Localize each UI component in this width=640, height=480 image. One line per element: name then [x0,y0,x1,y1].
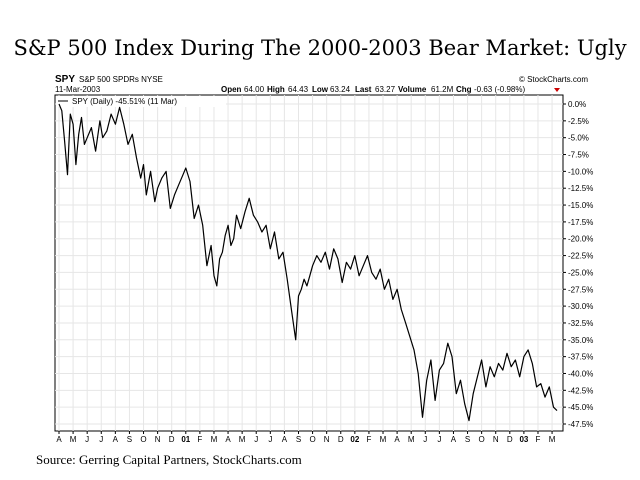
down-arrow-icon [554,88,560,92]
x-axis: A M J J A S O N D 01 F M A M J J A S O N D 02 F M A M J J A S O N D 03 F M [56,431,556,444]
y-tick-label: -2.5% [568,117,589,126]
x-tick-label: A [394,435,400,444]
x-tick-label: S [465,435,470,444]
x-tick-label: M [211,435,218,444]
page-title: S&P 500 Index During The 2000-2003 Bear … [13,36,627,60]
x-tick-label: A [225,435,231,444]
chart-date: 11-Mar-2003 [55,85,101,94]
y-tick-label: -45.0% [568,403,593,412]
y-tick-label: -7.5% [568,151,589,160]
x-tick-label: O [479,435,485,444]
high-label: High [267,85,285,94]
y-tick-label: -42.5% [568,386,593,395]
x-tick-label: J [423,435,427,444]
x-tick-label: 03 [519,435,528,444]
x-tick-label: J [85,435,89,444]
brand-label: © StockCharts.com [519,75,588,84]
y-tick-label: -35.0% [568,336,593,345]
x-tick-label: S [127,435,132,444]
series-line-spy [58,103,558,422]
legend-box [56,96,226,107]
x-tick-label: O [140,435,146,444]
y-tick-label: 0.0% [568,100,586,109]
y-tick-label: -20.0% [568,235,593,244]
x-tick-label: M [549,435,556,444]
y-tick-label: -37.5% [568,353,593,362]
x-tick-label: D [507,435,513,444]
x-tick-label: 01 [181,435,190,444]
chg-value: -0.63 (-0.98%) [474,85,525,94]
y-tick-label: -47.5% [568,420,593,429]
x-tick-label: J [99,435,103,444]
y-tick-label: -22.5% [568,252,593,261]
x-tick-label: D [338,435,344,444]
last-value: 63.27 [375,85,396,94]
x-tick-label: F [536,435,541,444]
y-tick-label: -32.5% [568,319,593,328]
y-tick-label: -25.0% [568,268,593,277]
source-note: Source: Gerring Capital Partners, StockC… [36,452,302,467]
x-tick-label: A [282,435,288,444]
x-tick-label: J [254,435,258,444]
x-tick-label: M [380,435,387,444]
y-tick-label: -12.5% [568,184,593,193]
x-tick-label: N [155,435,161,444]
y-tick-label: -17.5% [568,218,593,227]
y-tick-label: -10.0% [568,167,593,176]
open-label: Open [221,85,242,94]
legend: SPY (Daily) -45.51% (11 Mar) [56,96,226,107]
x-tick-label: O [309,435,315,444]
open-value: 64.00 [244,85,265,94]
last-label: Last [355,85,372,94]
y-tick-label: -27.5% [568,285,593,294]
symbol-name: S&P 500 SPDRs NYSE [79,75,163,84]
high-value: 64.43 [288,85,309,94]
low-label: Low [312,85,329,94]
symbol-label: SPY [55,74,75,85]
grid-lines [55,95,563,431]
x-tick-label: S [296,435,301,444]
x-tick-label: 02 [350,435,359,444]
y-tick-label: -40.0% [568,369,593,378]
x-tick-label: A [56,435,62,444]
x-tick-label: J [268,435,272,444]
volume-label: Volume [398,85,427,94]
x-tick-label: F [366,435,371,444]
x-tick-label: M [70,435,77,444]
x-tick-label: N [493,435,499,444]
chg-label: Chg [456,85,472,94]
y-axis: 0.0% -2.5% -5.0% -7.5% -10.0% -12.5% -15.0% -17… [563,100,593,429]
y-tick-label: -5.0% [568,134,589,143]
x-tick-label: M [239,435,246,444]
x-tick-label: F [197,435,202,444]
y-tick-label: -30.0% [568,302,593,311]
x-tick-label: A [113,435,119,444]
low-value: 63.24 [330,85,351,94]
x-tick-label: M [408,435,415,444]
x-tick-label: N [324,435,330,444]
x-tick-label: A [451,435,457,444]
y-tick-label: -15.0% [568,201,593,210]
legend-label: SPY (Daily) -45.51% (11 Mar) [72,97,177,106]
x-tick-label: J [437,435,441,444]
x-tick-label: D [169,435,175,444]
volume-value: 61.2M [431,85,454,94]
